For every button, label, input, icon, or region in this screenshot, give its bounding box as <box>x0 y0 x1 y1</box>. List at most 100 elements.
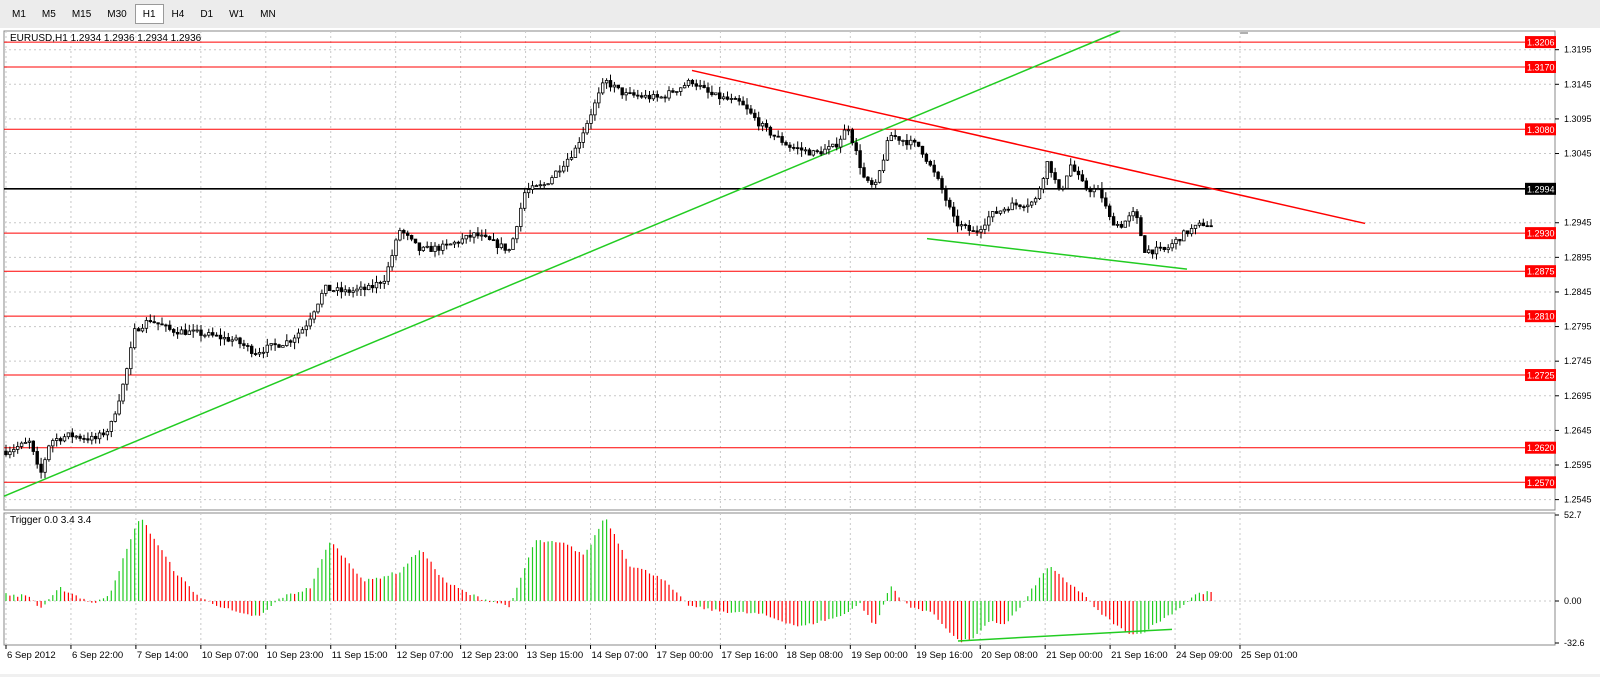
horizontal-levels[interactable]: 1.3206 1.3170 1.3080 1.2994 1.2930 1.2875 1.28… <box>4 36 1556 489</box>
candle <box>8 446 12 459</box>
level-line-1.2875[interactable]: 1.2875 <box>4 265 1556 278</box>
candle-body <box>1162 246 1166 250</box>
candle-body <box>846 129 851 132</box>
candle <box>187 324 191 335</box>
level-line-1.2570[interactable]: 1.2570 <box>4 476 1556 489</box>
timeframe-button-h4[interactable]: H4 <box>171 9 185 20</box>
timeframe-button-m30[interactable]: M30 <box>107 9 127 20</box>
candle <box>312 310 316 324</box>
candle <box>784 140 788 146</box>
level-price-tag <box>1525 60 1556 73</box>
timeframe-button-m5[interactable]: M5 <box>41 9 56 20</box>
timeframe-button-m1[interactable]: M1 <box>12 9 26 20</box>
candle <box>994 206 999 214</box>
candle <box>23 437 28 444</box>
candle-body <box>448 243 453 246</box>
time-axis-label: 21 Sep 16:00 <box>1111 650 1168 661</box>
candle <box>827 140 831 155</box>
uptrend-line[interactable] <box>3 30 1121 497</box>
level-line-1.2620[interactable]: 1.2620 <box>4 441 1556 454</box>
candle <box>987 210 991 232</box>
candle <box>448 243 453 246</box>
candle-body <box>417 242 422 251</box>
candle <box>1197 220 1202 228</box>
level-line-1.2725[interactable]: 1.2725 <box>4 369 1556 382</box>
candle-body <box>979 229 983 233</box>
candle-body <box>827 146 831 150</box>
timeframe-button-d1[interactable]: D1 <box>200 9 214 20</box>
candle-body <box>620 87 624 96</box>
level-price-tag <box>1525 123 1556 136</box>
candle <box>339 281 344 299</box>
candle <box>444 239 449 250</box>
candle-body <box>230 339 234 342</box>
candle <box>998 210 1003 216</box>
level-line-1.2930[interactable]: 1.2930 <box>4 227 1556 240</box>
timeframe-button-h1[interactable]: H1 <box>134 4 164 24</box>
level-line-1.3206[interactable]: 1.3206 <box>4 36 1556 49</box>
candle-body <box>604 80 609 84</box>
candle-body <box>70 432 74 438</box>
lower-support-line[interactable] <box>926 237 1188 270</box>
candle <box>58 436 63 445</box>
candle <box>12 444 16 457</box>
level-price-tag <box>1525 182 1556 195</box>
candle-body <box>429 245 433 252</box>
candle <box>125 367 129 391</box>
downtrend-line[interactable] <box>691 69 1366 225</box>
candle <box>218 328 223 346</box>
level-line-1.3080[interactable]: 1.3080 <box>4 123 1556 136</box>
candle-body <box>281 345 285 348</box>
candle <box>1022 204 1026 212</box>
price-tick-label: 1.3095 <box>1564 114 1592 124</box>
candle-body <box>476 232 480 237</box>
candle-body <box>796 147 800 150</box>
indicator-divergence-line[interactable] <box>957 628 1173 642</box>
candle <box>491 233 496 242</box>
level-line-1.3170[interactable]: 1.3170 <box>4 60 1556 73</box>
candle-body <box>760 123 765 127</box>
candle-body <box>546 183 550 186</box>
level-line-1.2994[interactable]: 1.2994 <box>4 182 1556 195</box>
candle <box>936 170 940 181</box>
candle <box>1104 192 1108 209</box>
candle-body <box>409 235 414 240</box>
candle-body <box>799 147 804 151</box>
candle-body <box>257 352 262 355</box>
candle <box>971 226 975 232</box>
timeframe-button-w1[interactable]: W1 <box>229 9 245 20</box>
timeframe-button-m15[interactable]: M15 <box>71 9 92 20</box>
candle-body <box>792 147 796 149</box>
chart-canvas[interactable]: 1.3206 1.3170 1.3080 1.2994 1.2930 1.2875 1.28… <box>0 28 1600 674</box>
trigger-histogram <box>4 519 1555 643</box>
candle <box>558 165 562 178</box>
candle <box>238 336 242 349</box>
candle <box>1018 204 1022 210</box>
candle-body <box>1084 180 1088 190</box>
level-line-1.2810[interactable]: 1.2810 <box>4 310 1556 323</box>
candle-body <box>1065 175 1069 189</box>
candle <box>897 136 901 145</box>
candle-body <box>452 241 457 245</box>
candle-body <box>464 234 468 240</box>
indicator-label: Trigger 0.0 3.4 3.4 <box>10 515 92 526</box>
level-price-tag <box>1525 310 1556 323</box>
level-price-label: 1.2930 <box>1527 229 1555 239</box>
candle-body <box>667 90 671 99</box>
candle <box>304 320 308 337</box>
candle <box>1076 166 1081 180</box>
timeframe-button-mn[interactable]: MN <box>260 9 276 20</box>
candle <box>776 130 780 138</box>
candle <box>815 149 819 154</box>
candle <box>1111 212 1116 226</box>
price-tick-label: 1.2645 <box>1564 425 1592 435</box>
candle-body <box>1010 202 1014 211</box>
candle-body <box>203 334 207 337</box>
chart-window[interactable]: 1.3206 1.3170 1.3080 1.2994 1.2930 1.2875 1.28… <box>0 28 1600 674</box>
candle-body <box>43 459 47 473</box>
candle-body <box>569 157 574 160</box>
candle-body <box>519 207 523 227</box>
candle-body <box>288 340 293 343</box>
trend-lines[interactable] <box>3 30 1366 497</box>
candle <box>285 334 289 347</box>
